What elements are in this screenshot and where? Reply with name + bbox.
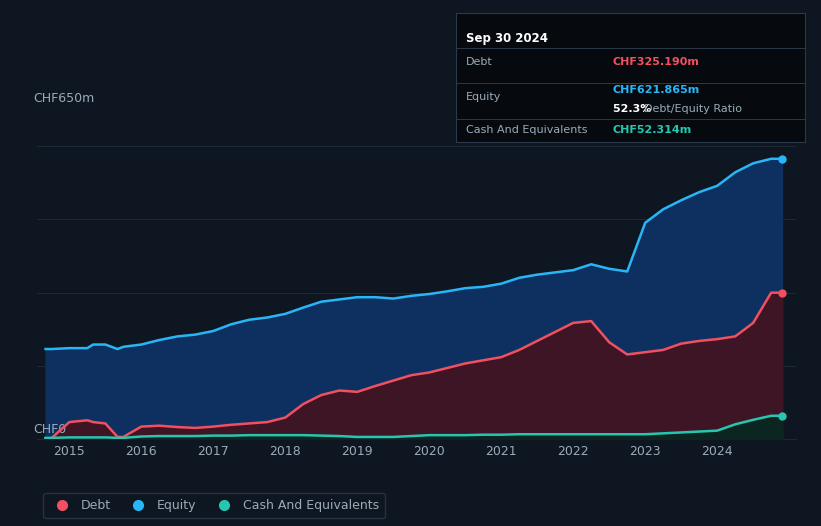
Text: Debt/Equity Ratio: Debt/Equity Ratio xyxy=(644,104,742,114)
Text: CHF0: CHF0 xyxy=(33,423,67,436)
Text: Cash And Equivalents: Cash And Equivalents xyxy=(466,125,588,135)
Text: Sep 30 2024: Sep 30 2024 xyxy=(466,33,548,45)
Text: CHF52.314m: CHF52.314m xyxy=(612,125,692,135)
Text: CHF621.865m: CHF621.865m xyxy=(612,85,700,96)
Text: CHF325.190m: CHF325.190m xyxy=(612,57,699,67)
Text: CHF650m: CHF650m xyxy=(33,92,94,105)
Text: Debt: Debt xyxy=(466,57,493,67)
Text: 52.3%: 52.3% xyxy=(612,104,655,114)
Legend: Debt, Equity, Cash And Equivalents: Debt, Equity, Cash And Equivalents xyxy=(44,493,385,518)
Text: Equity: Equity xyxy=(466,92,502,102)
